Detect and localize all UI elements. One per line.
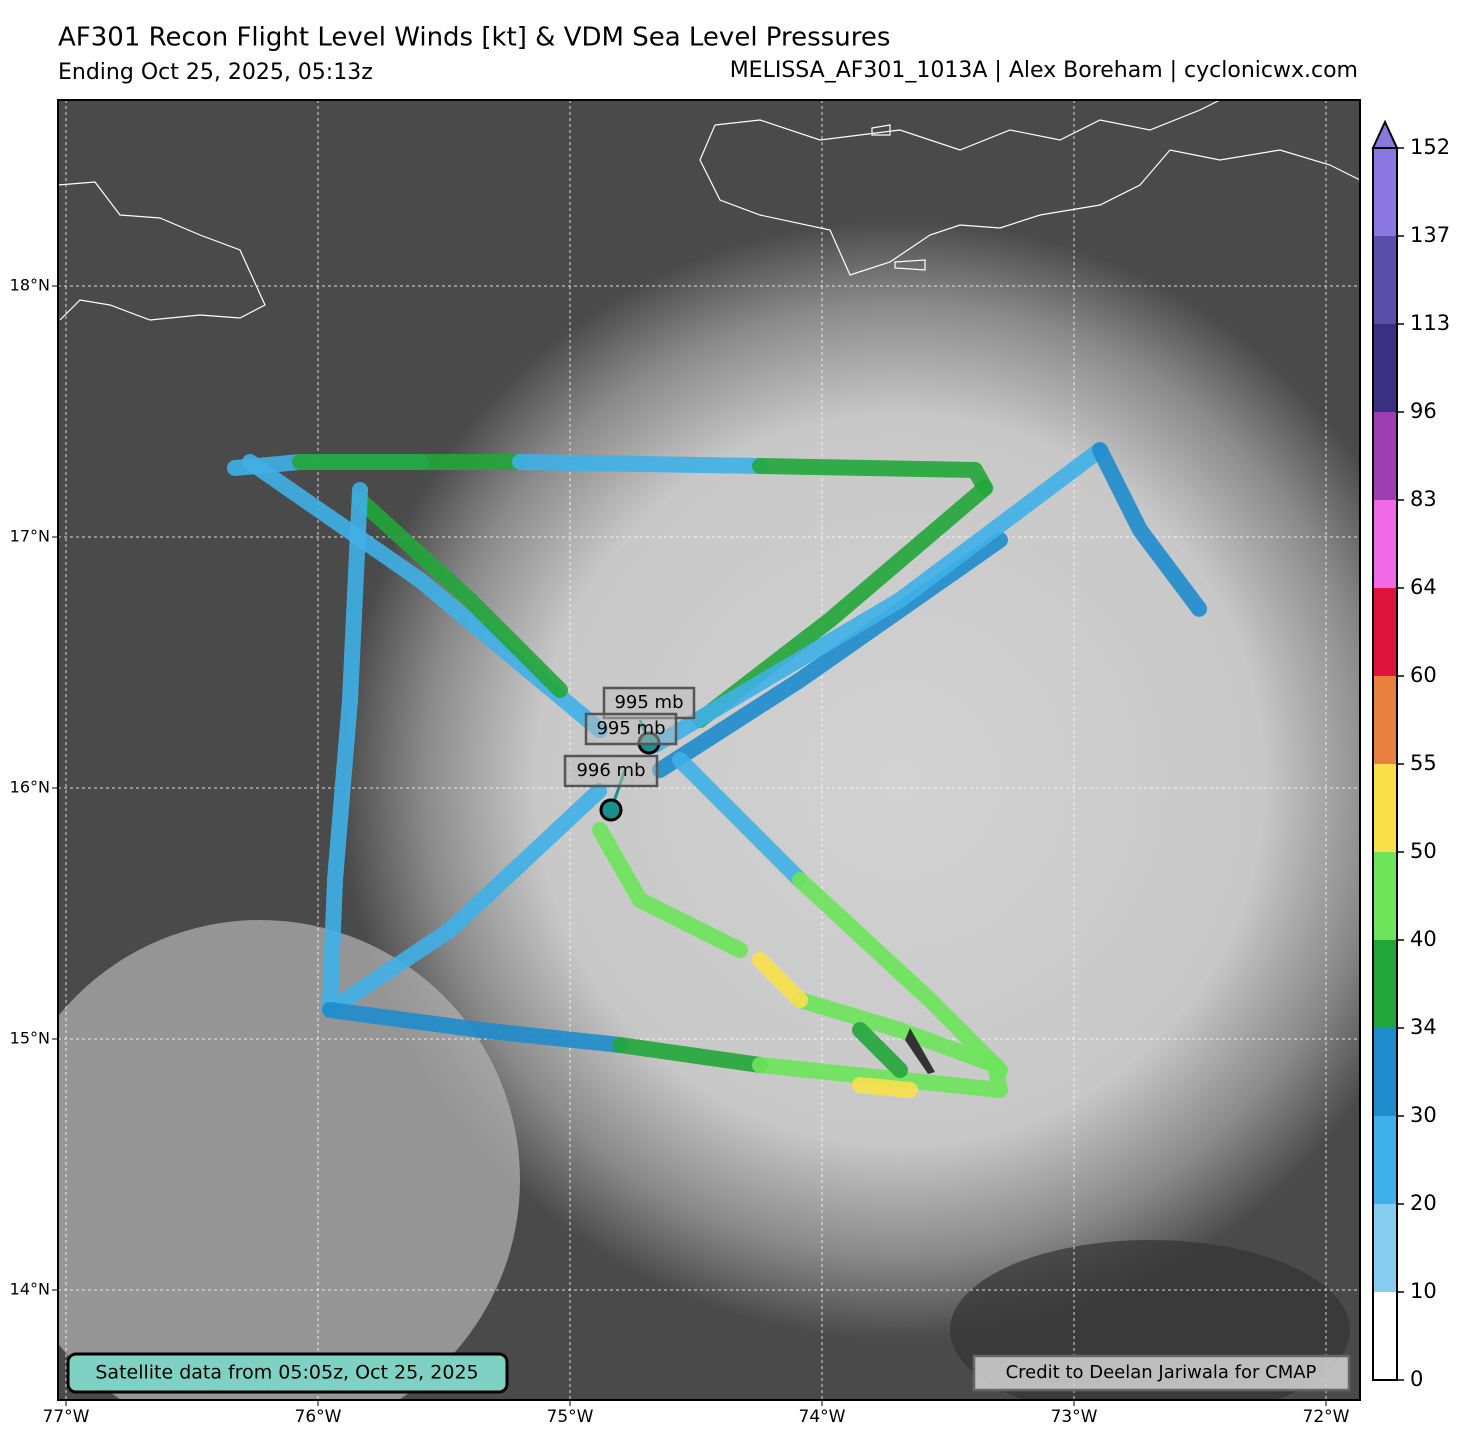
colorbar-segment	[1373, 148, 1397, 236]
colorbar-segment	[1373, 764, 1397, 852]
colorbar-segment	[1373, 324, 1397, 412]
colorbar-tick-label: 60	[1410, 663, 1437, 687]
aircraft-icon	[905, 1028, 935, 1074]
credit: Credit to Deelan Jariwala for CMAP	[1006, 1362, 1317, 1383]
colorbar-extension	[1371, 119, 1399, 149]
subtitle: MELISSA_AF301_1013A | Alex Boreham | cyc…	[730, 58, 1358, 83]
lat-label: 17°N	[10, 527, 50, 546]
title: AF301 Recon Flight Level Winds [kt] & VD…	[58, 23, 890, 53]
colorbar-tick-label: 30	[1410, 1103, 1437, 1127]
colorbar-segment	[1373, 940, 1397, 1028]
colorbar-tick-label: 64	[1410, 575, 1437, 599]
colorbar-tick-label: 137	[1410, 223, 1450, 247]
credit-box	[972, 1354, 1351, 1392]
lon-label: 77°W	[43, 1407, 90, 1427]
colorbar-tick-label: 152	[1410, 135, 1450, 159]
satellite-cloud	[58, 920, 520, 1400]
colorbar: 0 10 20 30 34 40 50 55 60 64 83 96 113 137 152	[1371, 119, 1450, 1391]
pressure-label: 995 mb	[614, 692, 683, 713]
lon-label: 72°W	[1303, 1407, 1350, 1427]
colorbar-tick-label: 96	[1410, 399, 1437, 423]
colorbar-segment	[1373, 1292, 1397, 1380]
satellite-cloud	[950, 1240, 1350, 1400]
lon-label: 73°W	[1051, 1407, 1098, 1427]
colorbar-tick-label: 0	[1410, 1367, 1423, 1391]
colorbar-segment	[1373, 1028, 1397, 1116]
graticule	[58, 100, 1360, 1400]
colorbar-tick-label: 50	[1410, 839, 1437, 863]
colorbar-tick-label: 55	[1410, 751, 1437, 775]
flight-track	[227, 442, 1208, 1098]
vdm-fixes: 995 mb 995 mb 996 mb	[563, 686, 696, 822]
lat-label: 16°N	[10, 778, 50, 797]
colorbar-segment	[1373, 500, 1397, 588]
colorbar-segment	[1373, 412, 1397, 500]
colorbar-segment	[1373, 852, 1397, 940]
colorbar-tick-label: 10	[1410, 1279, 1437, 1303]
pressure-label: 995 mb	[596, 718, 665, 739]
pressure-box	[563, 754, 659, 788]
lon-label: 75°W	[547, 1407, 594, 1427]
pressure-box	[584, 712, 678, 746]
map-frame	[57, 99, 1361, 1401]
satellite-note: Satellite data from 05:05z, Oct 25, 2025	[95, 1362, 478, 1384]
pressure-label: 996 mb	[576, 760, 645, 781]
satellite-note-box	[66, 1352, 509, 1394]
lat-label: 15°N	[10, 1029, 50, 1048]
colorbar-tick-label: 20	[1410, 1191, 1437, 1215]
lon-label: 74°W	[799, 1407, 846, 1427]
map: 995 mb 995 mb 996 mb Satellite data from…	[58, 100, 1360, 1400]
colorbar-segment	[1373, 236, 1397, 324]
colorbar-segment	[1373, 1116, 1397, 1204]
colorbar-tick-label: 40	[1410, 927, 1437, 951]
colorbar-tick-label: 83	[1410, 487, 1437, 511]
axis-labels: 77°W 76°W 75°W 74°W 73°W 72°W 18°N 17°N 16°N 15°N…	[10, 276, 1350, 1428]
lat-label: 14°N	[10, 1280, 50, 1299]
colorbar-segment	[1373, 1204, 1397, 1292]
lat-label: 18°N	[10, 276, 50, 295]
lon-label: 76°W	[295, 1407, 342, 1427]
coastline	[58, 100, 1360, 321]
colorbar-tick-label: 113	[1410, 311, 1450, 335]
subtitle: Ending Oct 25, 2025, 05:13z	[58, 60, 373, 85]
colorbar-segment	[1373, 676, 1397, 764]
colorbar-tick-label: 34	[1410, 1015, 1437, 1039]
vdm-fix	[599, 798, 623, 822]
colorbar-segment	[1373, 588, 1397, 676]
